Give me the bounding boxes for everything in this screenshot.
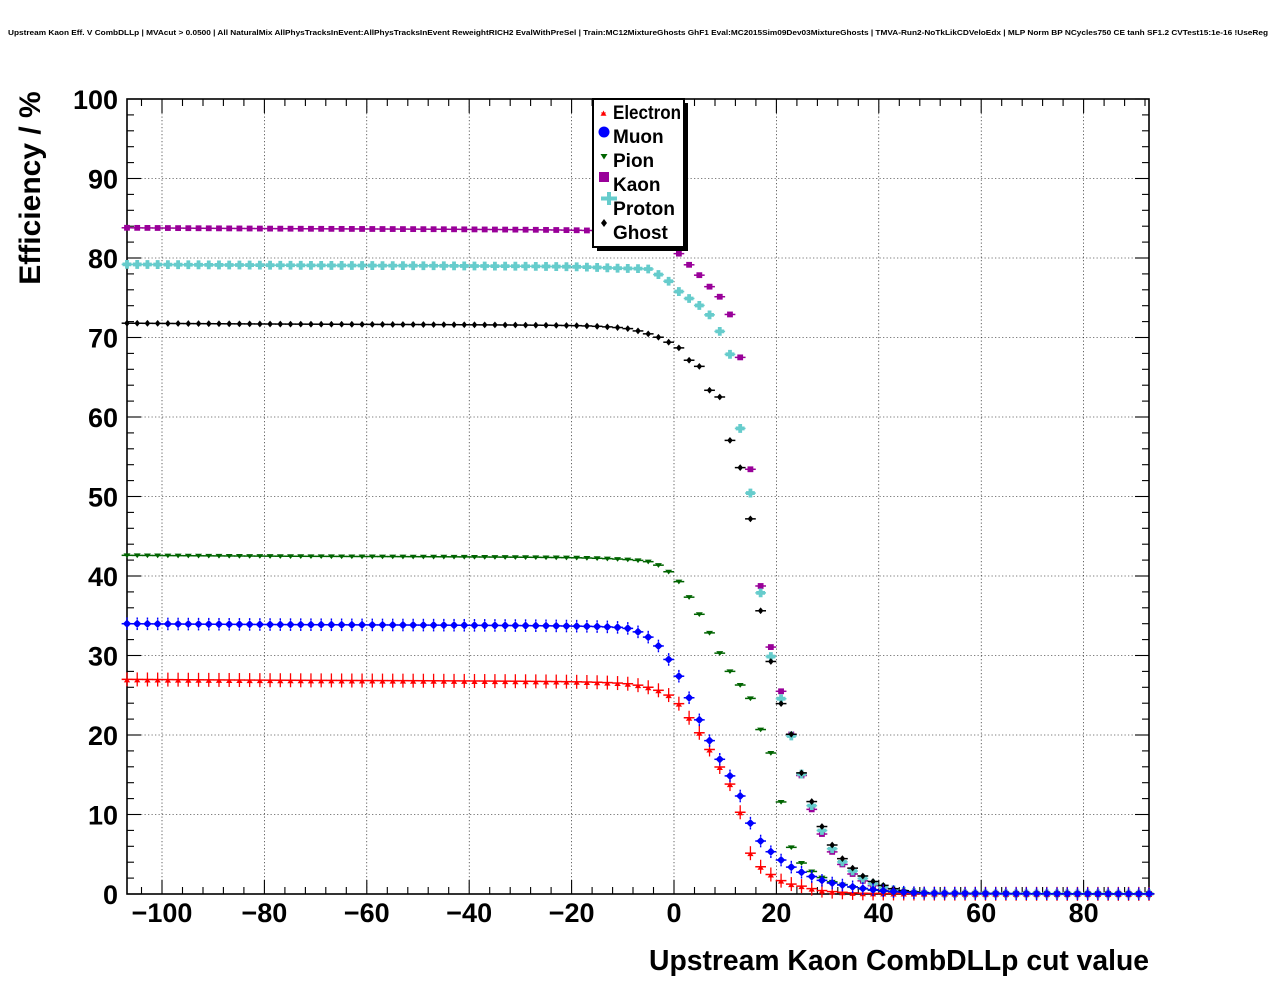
svg-text:−80: −80 [241, 898, 287, 928]
svg-text:20: 20 [761, 898, 791, 928]
svg-text:−100: −100 [132, 898, 193, 928]
svg-text:40: 40 [864, 898, 894, 928]
svg-text:0: 0 [666, 898, 681, 928]
svg-text:−40: −40 [446, 898, 492, 928]
svg-text:70: 70 [88, 324, 118, 354]
svg-text:80: 80 [88, 244, 118, 274]
svg-text:60: 60 [88, 403, 118, 433]
svg-text:Proton: Proton [613, 199, 675, 220]
svg-text:Upstream Kaon CombDLLp cut val: Upstream Kaon CombDLLp cut value [649, 944, 1149, 976]
svg-text:Kaon: Kaon [613, 175, 661, 196]
svg-text:40: 40 [88, 562, 118, 592]
svg-text:20: 20 [88, 721, 118, 751]
svg-text:0: 0 [103, 880, 118, 910]
svg-text:Muon: Muon [613, 127, 664, 148]
svg-text:100: 100 [73, 85, 118, 115]
svg-text:−60: −60 [344, 898, 390, 928]
svg-text:Efficiency / %: Efficiency / % [14, 91, 47, 284]
svg-text:Upstream Kaon Eff. V CombDLLp: Upstream Kaon Eff. V CombDLLp | MVAcut >… [8, 28, 1269, 37]
svg-text:10: 10 [88, 801, 118, 831]
svg-text:60: 60 [966, 898, 996, 928]
svg-text:Ghost: Ghost [613, 223, 669, 244]
svg-text:80: 80 [1069, 898, 1099, 928]
svg-text:50: 50 [88, 483, 118, 513]
svg-text:Pion: Pion [613, 151, 654, 172]
svg-text:Electron: Electron [613, 103, 681, 124]
svg-text:−20: −20 [549, 898, 595, 928]
svg-text:30: 30 [88, 642, 118, 672]
svg-text:90: 90 [88, 165, 118, 195]
